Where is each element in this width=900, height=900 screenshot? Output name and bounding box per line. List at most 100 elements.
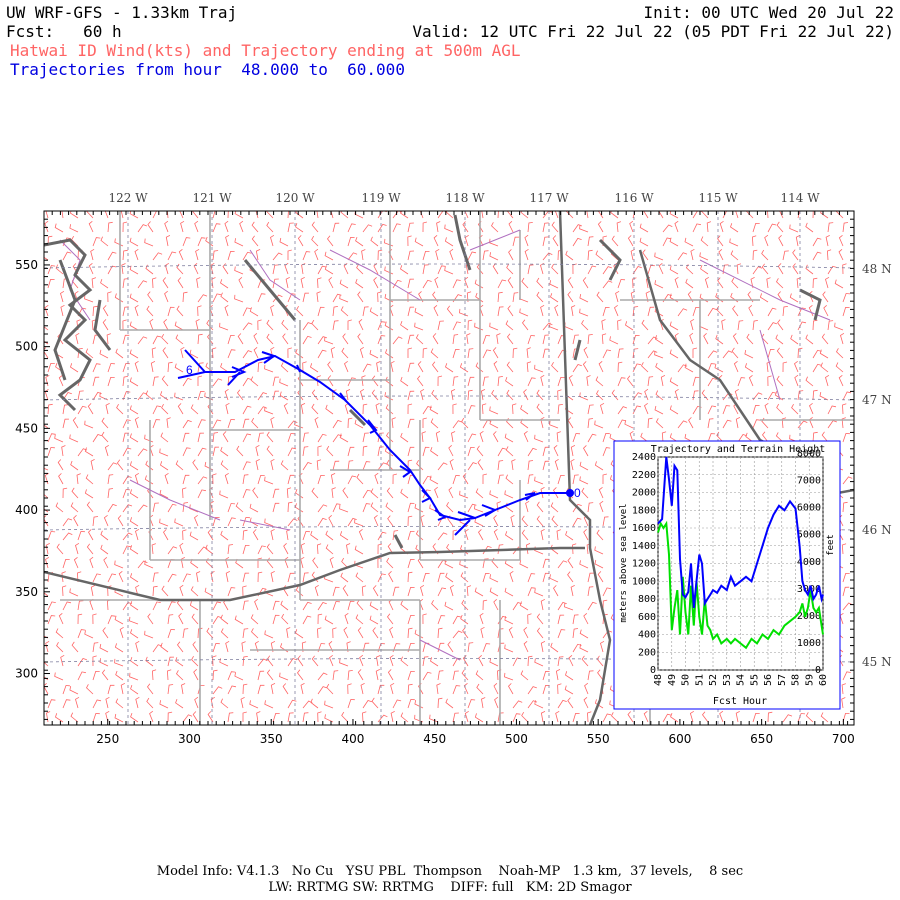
wind-barb (407, 670, 415, 681)
wind-barb (134, 416, 139, 429)
wind-barb (340, 211, 349, 219)
wind-barb (347, 683, 352, 695)
wind-barb (579, 461, 589, 471)
inset-x-tick: 58 (791, 674, 802, 686)
wind-barb (467, 348, 474, 359)
wind-barb (534, 434, 544, 443)
wind-barb (192, 641, 199, 653)
wind-barb (176, 641, 184, 653)
wind-barb (579, 308, 589, 317)
wind-barb (552, 487, 559, 499)
wind-barb (47, 265, 56, 275)
wind-barb (759, 293, 769, 303)
wind-barb (492, 347, 499, 359)
wind-barb (339, 294, 349, 303)
latitude-label: 48 N (862, 262, 892, 276)
wind-barb (376, 655, 381, 667)
wind-barb (129, 672, 139, 681)
wind-barb (77, 600, 84, 611)
wind-barb (444, 224, 454, 233)
wind-barb (536, 613, 544, 625)
wind-barb (354, 545, 364, 555)
wind-barb (341, 347, 349, 359)
x-tick-label: 450 (423, 732, 446, 746)
wind-barb (551, 361, 559, 373)
wind-barb (797, 420, 808, 429)
wind-barb (617, 319, 622, 331)
wind-barb (482, 376, 489, 387)
wind-barb (572, 364, 582, 373)
wind-barb (808, 304, 814, 317)
wind-barb (159, 448, 169, 457)
wind-barb (647, 417, 653, 429)
wind-barb (272, 264, 279, 275)
wind-barb (778, 235, 784, 247)
wind-barb (479, 430, 484, 443)
wind-barb (135, 528, 140, 541)
wind-barb (536, 627, 544, 639)
wind-barb (452, 615, 462, 625)
wind-barb (85, 474, 94, 485)
wind-barb (557, 404, 563, 415)
wind-barb (497, 279, 507, 289)
longitude-label: 121 W (192, 191, 232, 205)
wind-barb (242, 405, 252, 415)
wind-barb (555, 669, 561, 681)
y-tick-label: 550 (15, 258, 38, 272)
wind-barb (629, 430, 634, 443)
wind-barb (745, 432, 754, 443)
wind-barb (570, 585, 575, 597)
wind-barb (452, 420, 463, 429)
wind-barb (120, 211, 124, 219)
wind-barb (164, 220, 169, 233)
wind-barb (431, 600, 439, 611)
wind-barb (220, 292, 229, 303)
wind-barb (347, 223, 356, 233)
wind-barb (511, 459, 516, 471)
wind-barb (167, 306, 175, 317)
wind-barb (344, 360, 349, 373)
wind-barb (327, 375, 334, 387)
latitude-label: 47 N (862, 393, 892, 407)
wind-barb (189, 531, 199, 541)
wind-barb (175, 460, 184, 471)
wind-barb (669, 377, 679, 387)
wind-barb (122, 376, 128, 387)
wind-barb (61, 571, 66, 583)
wind-barb (699, 252, 709, 261)
wind-barb (684, 237, 694, 247)
wind-barb (301, 641, 307, 653)
wind-barb (466, 291, 472, 303)
wind-barb (116, 404, 124, 415)
wind-barb (341, 711, 349, 723)
wind-barb (242, 656, 248, 667)
wind-barb (407, 403, 413, 415)
wind-barb (567, 557, 574, 569)
wind-barb (284, 262, 289, 275)
wind-barb (227, 544, 234, 555)
wind-barb (75, 332, 80, 345)
wind-barb (317, 336, 328, 345)
inset-y-tick: 1800 (632, 505, 656, 516)
wind-barb (100, 278, 109, 289)
wind-barb (317, 433, 327, 443)
wind-barb (564, 685, 574, 695)
wind-barb (161, 333, 169, 345)
wind-barb (430, 348, 439, 359)
wind-barb (159, 700, 169, 709)
wind-barb (227, 685, 237, 695)
wind-barb (542, 322, 553, 331)
wind-barb (805, 376, 814, 387)
wind-barb (389, 654, 394, 667)
wind-barb (797, 713, 806, 723)
wind-barb (145, 390, 154, 401)
wind-barb (119, 626, 124, 639)
wind-barb (407, 558, 415, 569)
wind-barb (242, 350, 253, 359)
wind-barb (722, 264, 729, 275)
wind-barb (557, 560, 568, 569)
wind-barb (167, 711, 173, 723)
wind-barb (197, 362, 204, 373)
wind-barb (437, 532, 448, 541)
wind-barb (489, 658, 499, 667)
